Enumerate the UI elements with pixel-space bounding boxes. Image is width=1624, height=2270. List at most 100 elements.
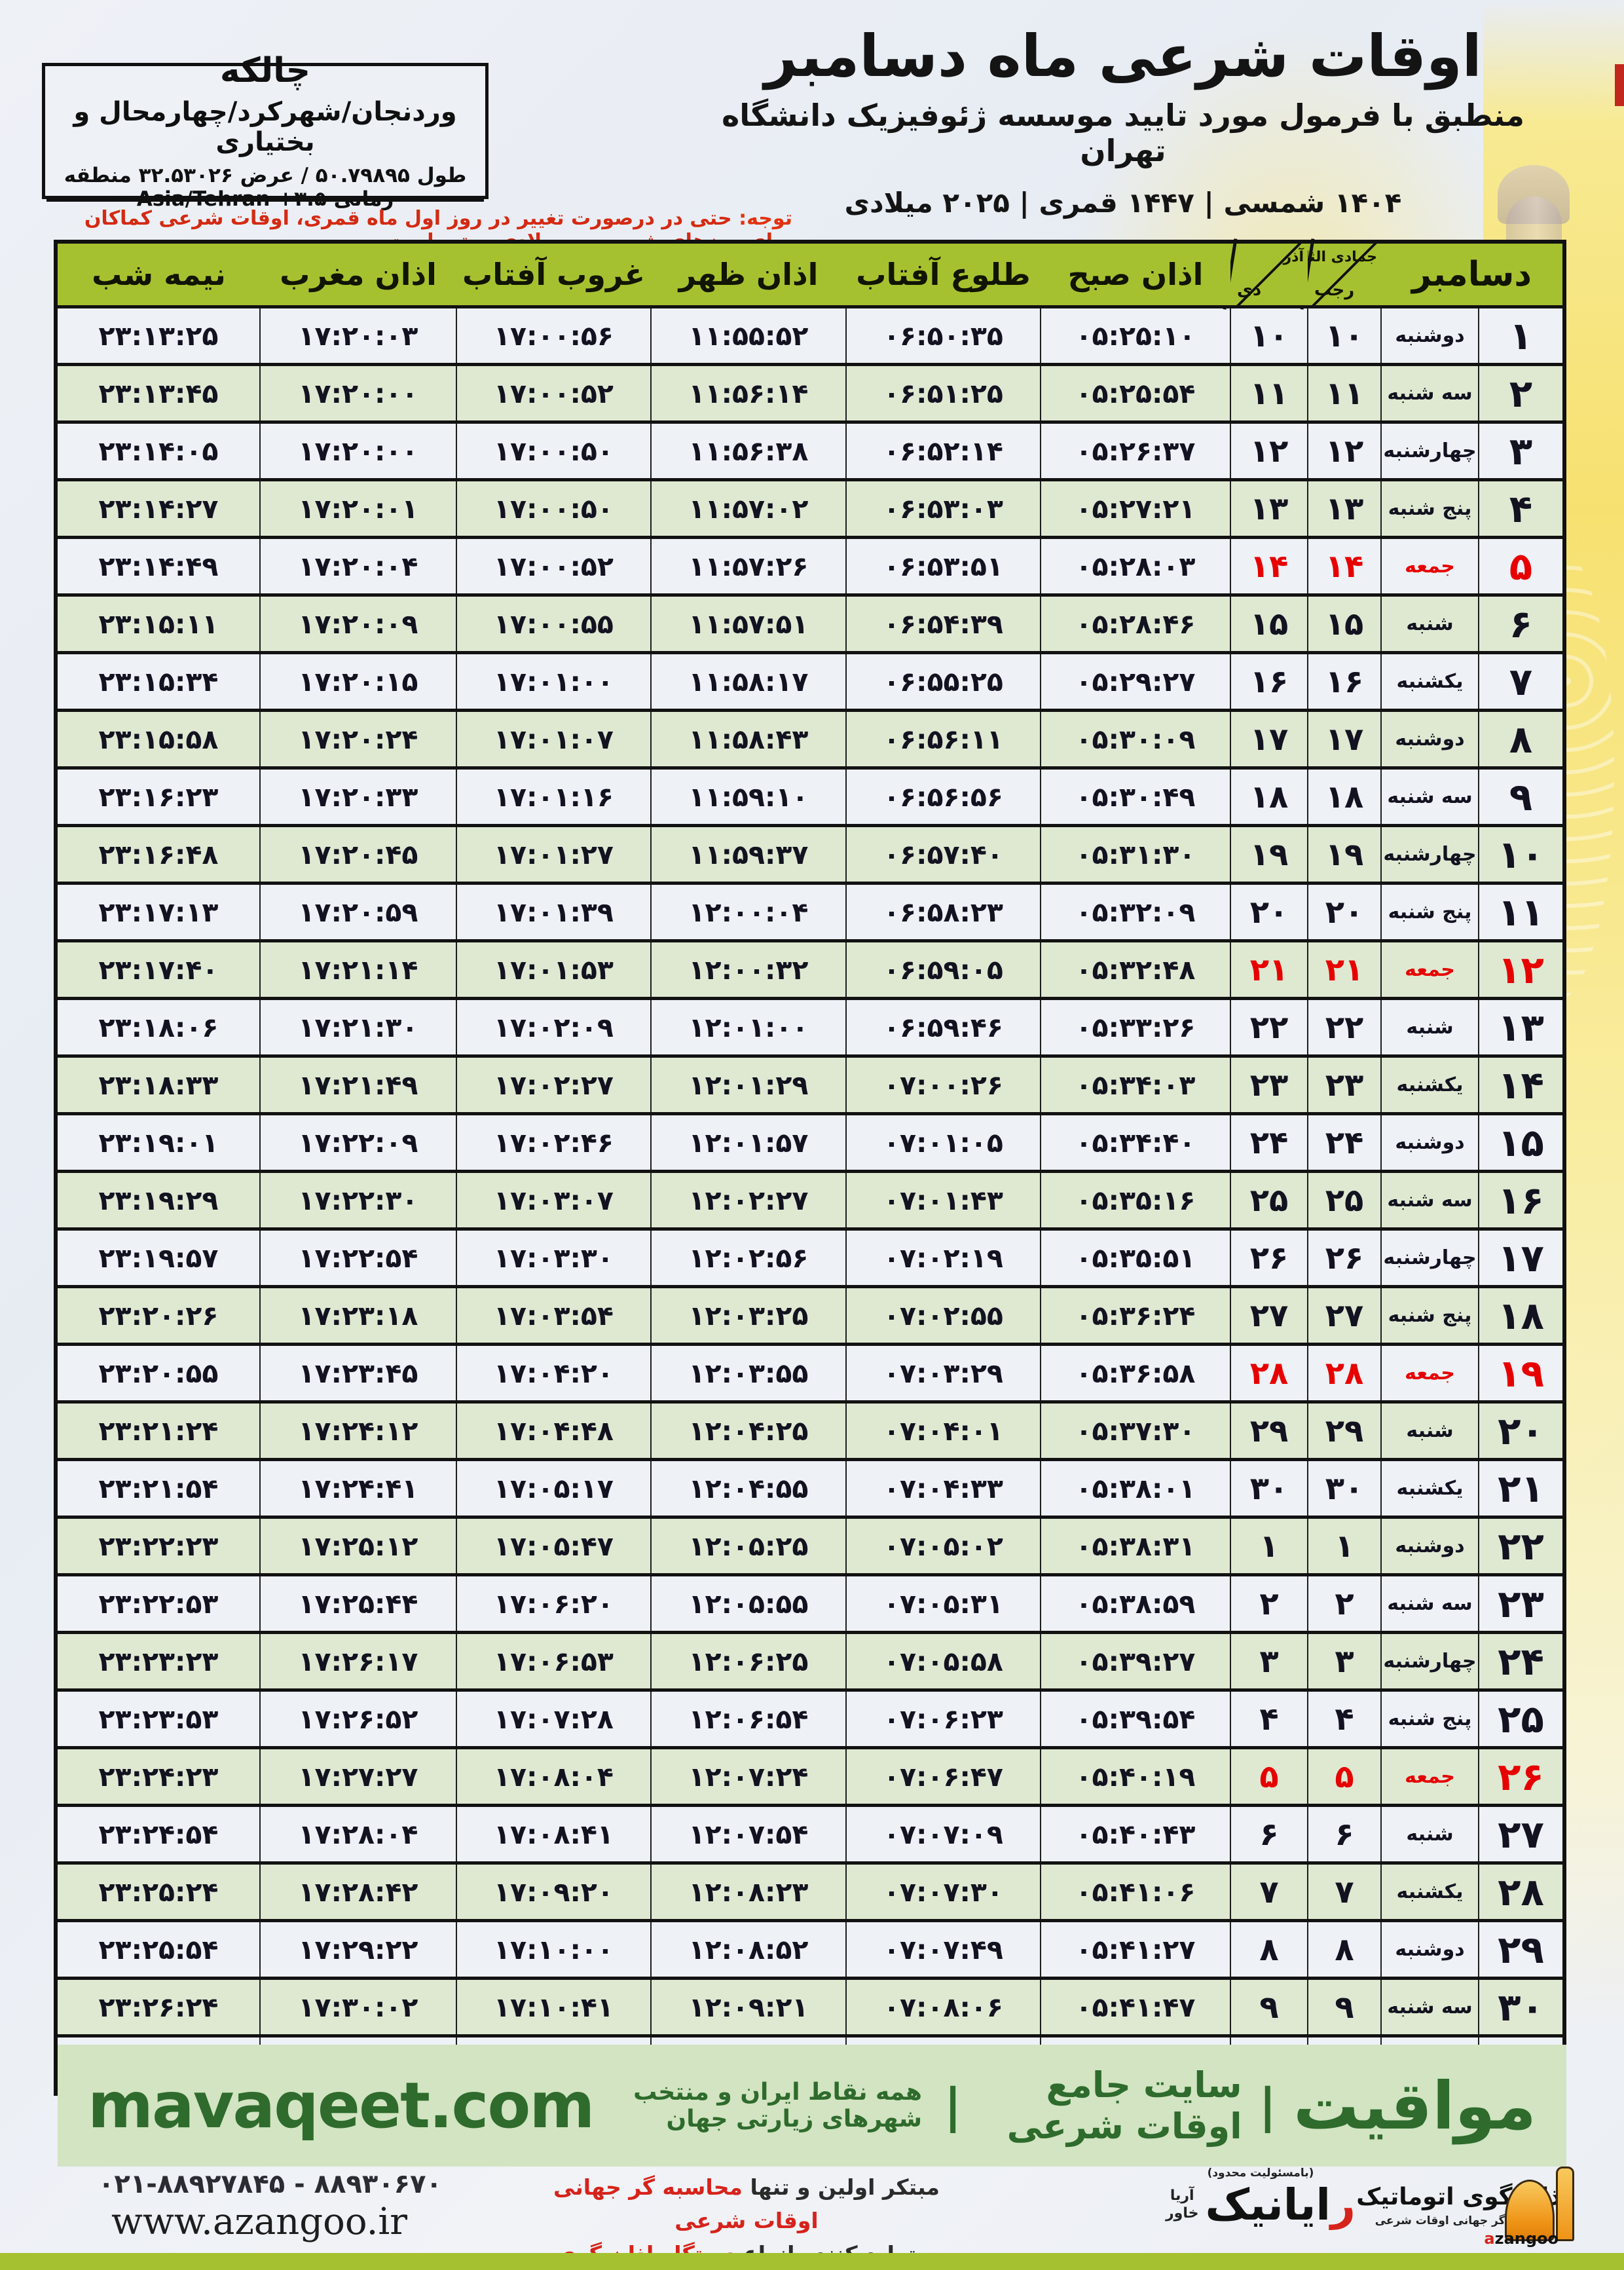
nime-shab-cell: ۲۳:۲۴:۵۴ xyxy=(55,1804,261,1864)
azan-sobh-cell: ۰۵:۳۲:۴۸ xyxy=(1040,939,1231,999)
tolu-aftab-cell: ۰۶:۵۴:۳۹ xyxy=(845,593,1041,654)
weekday-cell: چهارشنبه xyxy=(1380,1227,1479,1288)
december-day-cell: ۱۳ xyxy=(1478,997,1565,1057)
solar-day-cell: ۱۸ xyxy=(1230,766,1308,827)
solar-day-cell: ۱۴ xyxy=(1230,536,1308,596)
rayanik-wordmark: رایانیک xyxy=(1205,2180,1356,2230)
nime-shab-cell: ۲۳:۲۵:۲۴ xyxy=(55,1861,261,1922)
azan-zohr-cell: ۱۲:۰۸:۵۲ xyxy=(650,1919,847,1979)
solar-day-cell: ۷ xyxy=(1230,1861,1308,1922)
weekday-cell: پنج شنبه xyxy=(1380,478,1479,538)
azan-maghreb-cell: ۱۷:۲۲:۰۹ xyxy=(259,1112,457,1172)
weekday-cell: سه شنبه xyxy=(1380,363,1479,423)
solar-day-cell: ۱۳ xyxy=(1230,478,1308,538)
azan-maghreb-cell: ۱۷:۲۸:۰۴ xyxy=(259,1804,457,1864)
december-day-cell: ۱۸ xyxy=(1478,1285,1565,1345)
footer: ۰۲۱-۸۸۹۲۷۸۴۵ - ۸۸۹۳۰۶۷۰ www.azangoo.ir م… xyxy=(0,2167,1624,2267)
nime-shab-cell: ۲۳:۲۶:۲۴ xyxy=(55,1977,261,2037)
weekday-cell: چهارشنبه xyxy=(1380,1631,1479,1691)
december-day-cell: ۱۷ xyxy=(1478,1227,1565,1288)
ghorub-aftab-cell: ۱۷:۰۳:۰۷ xyxy=(456,1170,652,1230)
ghorub-aftab-cell: ۱۷:۰۴:۲۰ xyxy=(456,1343,652,1403)
weekday-cell: شنبه xyxy=(1380,593,1479,654)
azan-maghreb-cell: ۱۷:۲۱:۱۴ xyxy=(259,939,457,999)
table-row: ۸ دوشنبه ۱۷ ۱۷ ۰۵:۳۰:۰۹ ۰۶:۵۶:۱۱ ۱۱:۵۸:۴… xyxy=(55,709,1565,769)
hijri-day-cell: ۷ xyxy=(1307,1861,1382,1922)
hijri-day-cell: ۱۰ xyxy=(1307,305,1382,365)
azan-zohr-cell: ۱۲:۰۶:۵۴ xyxy=(650,1688,847,1749)
tolu-aftab-cell: ۰۶:۵۰:۳۵ xyxy=(845,305,1041,365)
column-header-tolu-aftab: طلوع آفتاب xyxy=(846,242,1041,307)
december-day-cell: ۳۰ xyxy=(1478,1977,1565,2037)
azan-sobh-cell: ۰۵:۲۸:۴۶ xyxy=(1040,593,1231,654)
azan-zohr-cell: ۱۲:۰۴:۵۵ xyxy=(650,1458,847,1518)
azan-maghreb-cell: ۱۷:۲۰:۳۳ xyxy=(259,766,457,827)
azan-zohr-cell: ۱۲:۰۶:۲۵ xyxy=(650,1631,847,1691)
weekday-cell: چهارشنبه xyxy=(1380,420,1479,481)
azan-maghreb-cell: ۱۷:۲۰:۰۳ xyxy=(259,305,457,365)
weekday-cell: سه شنبه xyxy=(1380,1170,1479,1230)
nime-shab-cell: ۲۳:۱۹:۰۱ xyxy=(55,1112,261,1172)
azan-maghreb-cell: ۱۷:۲۶:۱۷ xyxy=(259,1631,457,1691)
weekday-cell: دوشنبه xyxy=(1380,1112,1479,1172)
tolu-aftab-cell: ۰۷:۰۵:۰۲ xyxy=(845,1516,1041,1576)
mavaqeet-url-link[interactable]: mavaqeet.com xyxy=(88,2069,595,2142)
ghorub-aftab-cell: ۱۷:۰۲:۰۹ xyxy=(456,997,652,1057)
table-row: ۱۷ چهارشنبه ۲۶ ۲۶ ۰۵:۳۵:۵۱ ۰۷:۰۲:۱۹ ۱۲:۰… xyxy=(55,1227,1565,1288)
azan-zohr-cell: ۱۲:۰۵:۵۵ xyxy=(650,1573,847,1633)
table-row: ۲۹ دوشنبه ۸ ۸ ۰۵:۴۱:۲۷ ۰۷:۰۷:۴۹ ۱۲:۰۸:۵۲… xyxy=(55,1919,1565,1979)
december-day-cell: ۲۵ xyxy=(1478,1688,1565,1749)
ghorub-aftab-cell: ۱۷:۰۰:۵۵ xyxy=(456,593,652,654)
hijri-day-cell: ۲۱ xyxy=(1307,939,1382,999)
dome-icon xyxy=(1505,2180,1555,2241)
hijri-day-cell: ۵ xyxy=(1307,1746,1382,1806)
azangoo-url-link[interactable]: www.azangoo.ir xyxy=(111,2201,408,2243)
ghorub-aftab-cell: ۱۷:۱۰:۰۰ xyxy=(456,1919,652,1979)
azan-maghreb-cell: ۱۷:۲۰:۰۱ xyxy=(259,478,457,538)
location-coordinates: طول ۵۰.۷۹۸۹۵ / عرض ۳۲.۵۳۰۲۶ منطقه زمانی … xyxy=(64,164,467,211)
hijri-day-cell: ۱۶ xyxy=(1307,651,1382,711)
column-header-azan-zohr: اذان ظهر xyxy=(651,242,846,307)
azan-maghreb-cell: ۱۷:۲۰:۴۵ xyxy=(259,824,457,884)
table-row: ۱۵ دوشنبه ۲۴ ۲۴ ۰۵:۳۴:۴۰ ۰۷:۰۱:۰۵ ۱۲:۰۱:… xyxy=(55,1112,1565,1172)
hijri-day-cell: ۲۳ xyxy=(1307,1054,1382,1115)
tolu-aftab-cell: ۰۷:۰۶:۲۳ xyxy=(845,1688,1041,1749)
ghorub-aftab-cell: ۱۷:۰۷:۲۸ xyxy=(456,1688,652,1749)
nime-shab-cell: ۲۳:۱۴:۴۹ xyxy=(55,536,261,596)
table-row: ۳ چهارشنبه ۱۲ ۱۲ ۰۵:۲۶:۳۷ ۰۶:۵۲:۱۴ ۱۱:۵۶… xyxy=(55,420,1565,481)
azan-maghreb-cell: ۱۷:۲۸:۴۲ xyxy=(259,1861,457,1922)
ghorub-aftab-cell: ۱۷:۰۳:۵۴ xyxy=(456,1285,652,1345)
weekday-cell: جمعه xyxy=(1380,939,1479,999)
hijri-day-cell: ۱۸ xyxy=(1307,766,1382,827)
ghorub-aftab-cell: ۱۷:۰۱:۵۳ xyxy=(456,939,652,999)
nime-shab-cell: ۲۳:۲۲:۲۳ xyxy=(55,1516,261,1576)
azan-maghreb-cell: ۱۷:۲۰:۰۰ xyxy=(259,363,457,423)
december-day-cell: ۲۰ xyxy=(1478,1400,1565,1461)
december-day-cell: ۲۲ xyxy=(1478,1516,1565,1576)
azan-maghreb-cell: ۱۷:۲۳:۱۸ xyxy=(259,1285,457,1345)
tolu-aftab-cell: ۰۶:۵۹:۰۵ xyxy=(845,939,1041,999)
december-day-cell: ۳ xyxy=(1478,420,1565,481)
nime-shab-cell: ۲۳:۲۵:۵۴ xyxy=(55,1919,261,1979)
solar-day-cell: ۳۰ xyxy=(1230,1458,1308,1518)
azan-zohr-cell: ۱۱:۵۵:۵۲ xyxy=(650,305,847,365)
table-row: ۶ شنبه ۱۵ ۱۵ ۰۵:۲۸:۴۶ ۰۶:۵۴:۳۹ ۱۱:۵۷:۵۱ … xyxy=(55,593,1565,654)
nime-shab-cell: ۲۳:۲۰:۵۵ xyxy=(55,1343,261,1403)
nime-shab-cell: ۲۳:۱۷:۴۰ xyxy=(55,939,261,999)
solar-day-cell: ۱۹ xyxy=(1230,824,1308,884)
azan-maghreb-cell: ۱۷:۲۰:۱۵ xyxy=(259,651,457,711)
weekday-cell: سه شنبه xyxy=(1380,766,1479,827)
hijri-day-cell: ۸ xyxy=(1307,1919,1382,1979)
weekday-cell: یکشنبه xyxy=(1380,651,1479,711)
table-row: ۱۴ یکشنبه ۲۳ ۲۳ ۰۵:۳۴:۰۳ ۰۷:۰۰:۲۶ ۱۲:۰۱:… xyxy=(55,1054,1565,1115)
azan-zohr-cell: ۱۱:۵۹:۱۰ xyxy=(650,766,847,827)
solar-day-cell: ۱۷ xyxy=(1230,709,1308,769)
december-day-cell: ۴ xyxy=(1478,478,1565,538)
azan-sobh-cell: ۰۵:۲۵:۵۴ xyxy=(1040,363,1231,423)
azan-sobh-cell: ۰۵:۳۰:۰۹ xyxy=(1040,709,1231,769)
december-day-cell: ۶ xyxy=(1478,593,1565,654)
tolu-aftab-cell: ۰۷:۰۵:۳۱ xyxy=(845,1573,1041,1633)
location-name: چالکه xyxy=(219,51,311,90)
azan-maghreb-cell: ۱۷:۲۰:۲۴ xyxy=(259,709,457,769)
ghorub-aftab-cell: ۱۷:۰۵:۱۷ xyxy=(456,1458,652,1518)
